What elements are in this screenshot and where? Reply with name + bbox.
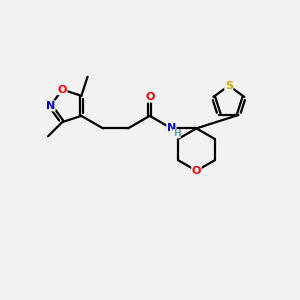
- Text: O: O: [192, 166, 201, 176]
- Text: H: H: [173, 129, 181, 138]
- Text: O: O: [145, 92, 154, 102]
- Text: N: N: [167, 123, 176, 134]
- Text: N: N: [46, 101, 55, 111]
- Text: O: O: [58, 85, 67, 94]
- Text: S: S: [225, 81, 233, 91]
